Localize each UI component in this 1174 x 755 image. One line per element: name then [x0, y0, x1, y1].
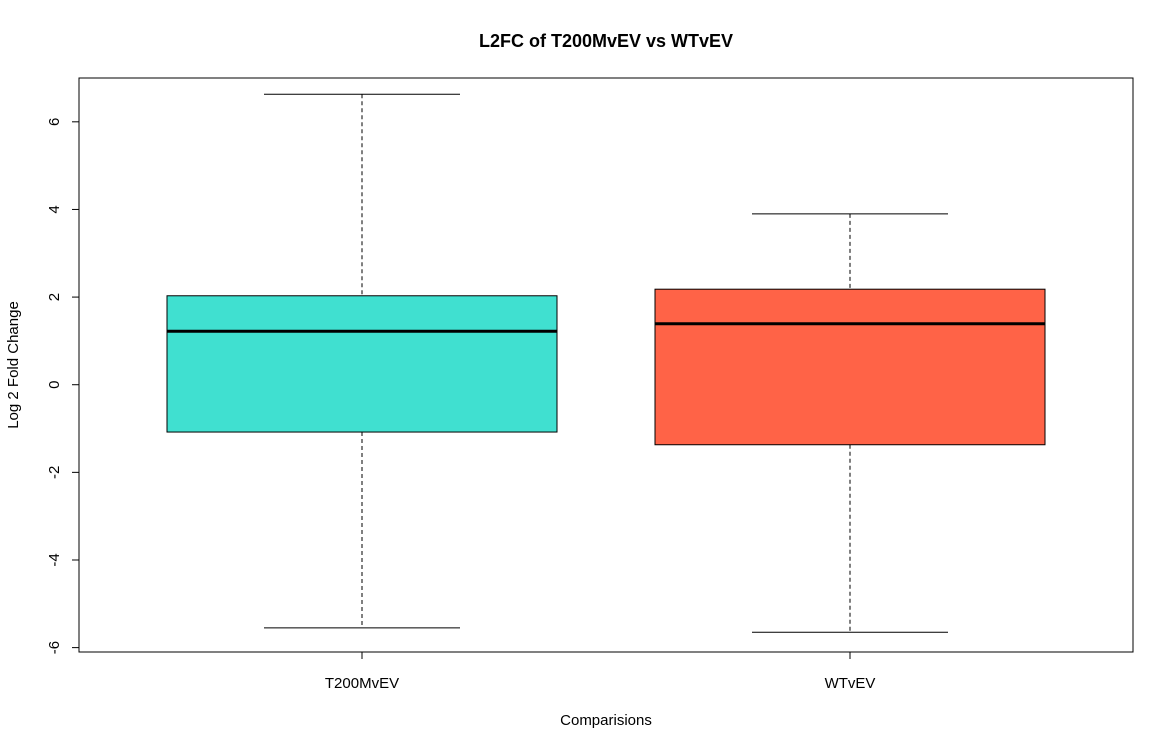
box-WTvEV: [654, 213, 1046, 633]
y-axis: -6 -4 -2 0 2 4 6: [46, 118, 80, 654]
y-tick-label: 2: [46, 293, 63, 301]
y-tick-label: 0: [46, 381, 63, 389]
y-tick-label: -2: [46, 466, 63, 479]
chart-title: L2FC of T200MvEV vs WTvEV: [479, 31, 733, 51]
iqr-box: [166, 295, 558, 433]
y-tick-label: 4: [46, 205, 63, 213]
x-tick-label: T200MvEV: [325, 675, 399, 692]
x-axis: T200MvEV WTvEV: [325, 651, 876, 692]
y-tick-label: -6: [46, 641, 63, 654]
y-tick-label: -4: [46, 553, 63, 566]
x-axis-label: Comparisions: [560, 712, 652, 729]
y-axis-label: Log 2 Fold Change: [5, 301, 22, 429]
y-tick-label: 6: [46, 118, 63, 126]
plot-area: [78, 77, 1134, 653]
iqr-box: [654, 288, 1046, 446]
box-T200MvEV: [166, 93, 558, 629]
x-tick-label: WTvEV: [825, 675, 876, 692]
